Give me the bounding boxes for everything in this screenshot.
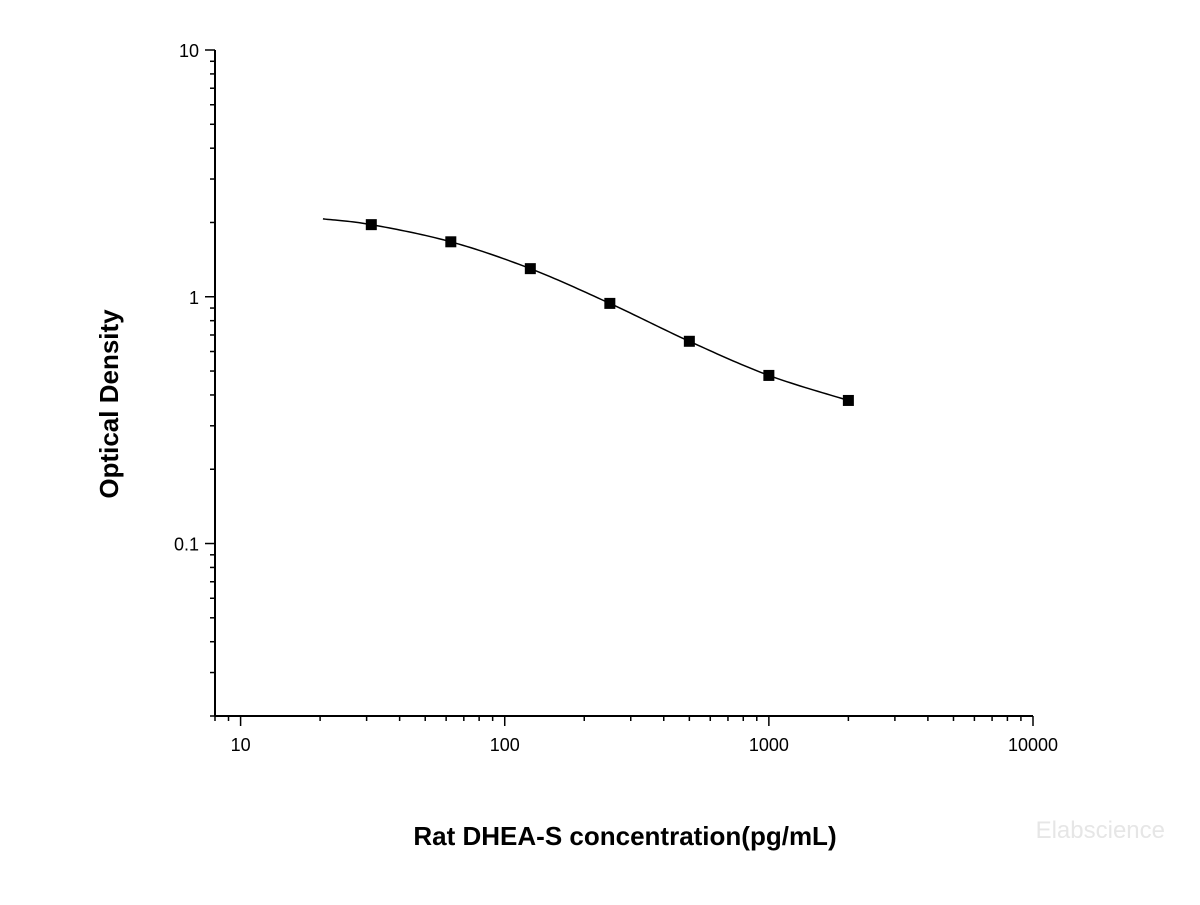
x-tick-label: 10 [231, 735, 251, 755]
data-point-marker [445, 236, 457, 248]
data-point-marker [524, 263, 536, 275]
data-point-marker [604, 297, 616, 309]
x-tick-label: 10000 [1008, 735, 1058, 755]
y-tick-label: 1 [189, 288, 199, 308]
fit-curve [322, 218, 849, 402]
x-tick-label: 100 [490, 735, 520, 755]
data-point-marker [683, 335, 695, 347]
axes: 10 100 1000 10000 0.1 1 10 [174, 41, 1058, 755]
data-point-marker [763, 369, 775, 381]
y-tick-label: 0.1 [174, 535, 199, 555]
data-points-layer [365, 219, 854, 406]
y-tick-label: 10 [179, 41, 199, 61]
data-point-marker [842, 394, 854, 406]
data-point-marker [365, 219, 377, 231]
watermark-text: Elabscience [1036, 817, 1165, 844]
x-axis-title: Rat DHEA-S concentration(pg/mL) [413, 821, 836, 851]
x-tick-label: 1000 [749, 735, 789, 755]
y-axis-title: Optical Density [94, 309, 124, 499]
fit-curve-layer [322, 218, 849, 402]
